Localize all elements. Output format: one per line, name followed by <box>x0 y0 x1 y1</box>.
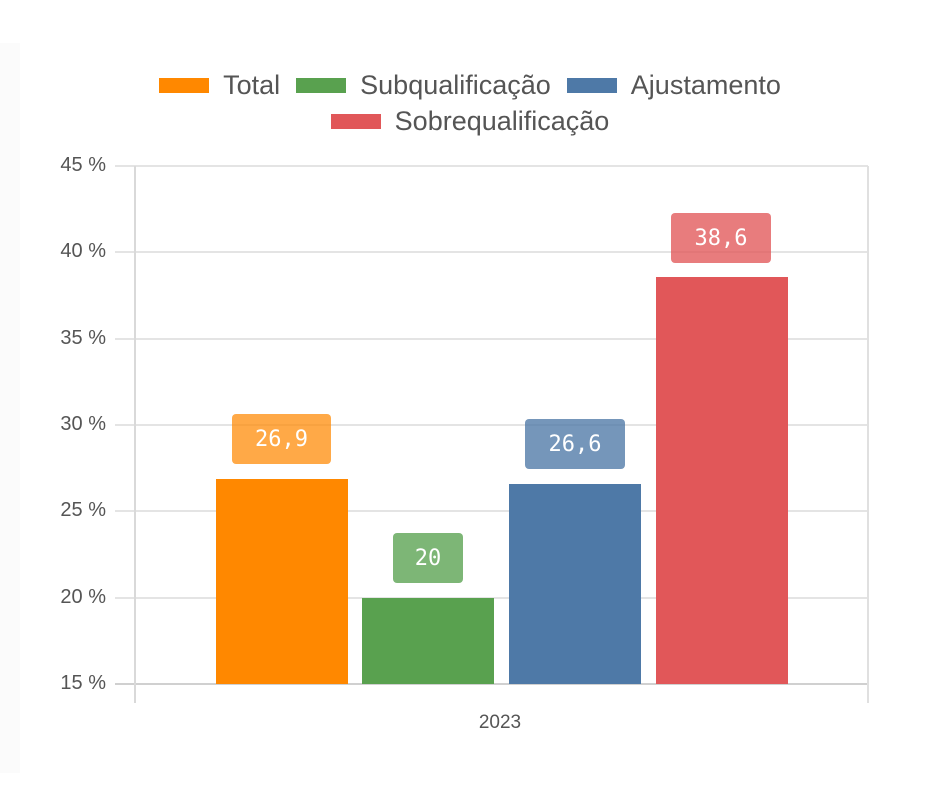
chart-legend: Total Subqualificação Ajustamento Sobreq… <box>0 62 940 144</box>
gridline-30 <box>115 424 868 426</box>
legend-item-total[interactable]: Total <box>159 62 280 108</box>
bar-subqualificacao[interactable] <box>362 598 494 684</box>
legend-swatch-total <box>159 77 210 93</box>
legend-swatch-ajustamento <box>566 77 617 93</box>
y-tick-35: 35 % <box>60 327 106 349</box>
y-tick-20: 20 % <box>60 586 106 608</box>
bar-sobrequalificacao[interactable] <box>656 277 788 684</box>
y-tick-25: 25 % <box>60 499 106 521</box>
y-axis-line <box>134 166 136 703</box>
x-tick-2023: 2023 <box>478 712 522 733</box>
right-axis-line <box>867 166 869 703</box>
gridline-40 <box>115 251 868 253</box>
legend-swatch-sobrequalificacao <box>330 113 381 129</box>
gridline-25 <box>115 510 868 512</box>
panel-edge <box>0 43 20 773</box>
bar-total[interactable] <box>216 479 348 684</box>
legend-label-subqualificacao: Subqualificação <box>360 70 551 100</box>
legend-item-subqualificacao[interactable]: Subqualificação <box>296 62 551 108</box>
legend-swatch-subqualificacao <box>296 77 347 93</box>
y-tick-40: 40 % <box>60 240 106 262</box>
y-tick-45: 45 % <box>60 154 106 176</box>
value-label-sobrequalificacao: 38,6 <box>671 213 771 263</box>
bar-ajustamento[interactable] <box>509 484 641 684</box>
gridline-35 <box>115 338 868 340</box>
value-label-total: 26,9 <box>232 414 331 464</box>
x-axis-line <box>115 683 868 685</box>
legend-label-total: Total <box>223 70 281 100</box>
legend-label-ajustamento: Ajustamento <box>630 70 781 100</box>
value-label-ajustamento: 26,6 <box>525 419 625 469</box>
legend-label-sobrequalificacao: Sobrequalificação <box>394 106 610 136</box>
legend-item-ajustamento[interactable]: Ajustamento <box>566 62 781 108</box>
y-tick-15: 15 % <box>60 672 106 694</box>
legend-item-sobrequalificacao[interactable]: Sobrequalificação <box>330 98 610 144</box>
y-tick-30: 30 % <box>60 413 106 435</box>
gridline-45 <box>115 165 868 167</box>
value-label-subqualificacao: 20 <box>393 533 463 583</box>
